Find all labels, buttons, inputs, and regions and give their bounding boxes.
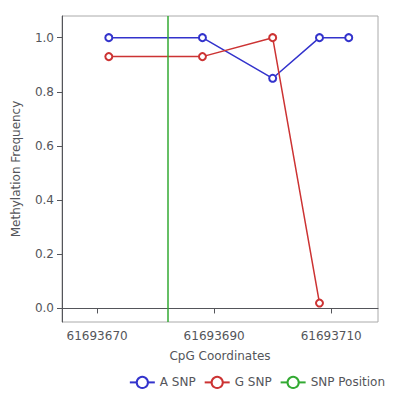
svg-text:61693690: 61693690 xyxy=(184,329,245,343)
svg-text:0.0: 0.0 xyxy=(35,301,54,315)
svg-text:61693670: 61693670 xyxy=(67,329,128,343)
svg-text:CpG Coordinates: CpG Coordinates xyxy=(169,349,270,363)
svg-text:SNP Position: SNP Position xyxy=(311,375,385,389)
svg-text:1.0: 1.0 xyxy=(35,31,54,45)
svg-text:0.4: 0.4 xyxy=(35,193,54,207)
svg-text:0.6: 0.6 xyxy=(35,139,54,153)
svg-text:0.8: 0.8 xyxy=(35,85,54,99)
svg-text:61693710: 61693710 xyxy=(301,329,362,343)
svg-text:G SNP: G SNP xyxy=(235,375,272,389)
svg-text:Methylation Frequency: Methylation Frequency xyxy=(9,101,23,238)
svg-text:A SNP: A SNP xyxy=(160,375,196,389)
svg-text:0.2: 0.2 xyxy=(35,247,54,261)
